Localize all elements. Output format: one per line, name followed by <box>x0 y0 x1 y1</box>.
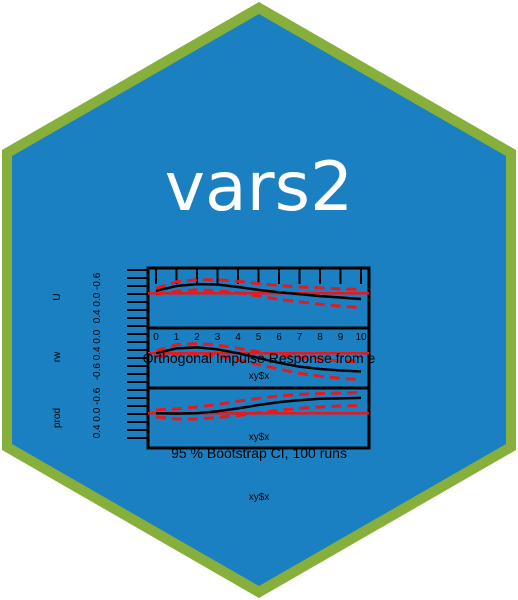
ci-lower-line <box>155 404 362 421</box>
irf-line <box>155 396 362 415</box>
x-tick-label: 7 <box>297 332 303 343</box>
ci-upper-line <box>155 342 362 364</box>
xlabel-bottom: xy$x <box>249 492 270 503</box>
x-tick-label: 5 <box>256 332 262 343</box>
irf-line <box>155 346 362 373</box>
ylabel-rw: rw <box>52 351 63 362</box>
x-tick-label: 3 <box>215 332 221 343</box>
ytick-label-prod: 0.4 0.0 -0.6 <box>92 387 103 438</box>
xlabel-panel-2: xy$x <box>249 432 270 443</box>
x-tick-label: 1 <box>174 332 180 343</box>
ytick-label-u: 0.4 0.0 -0.6 <box>92 272 103 323</box>
x-tick-label: 0 <box>153 332 159 343</box>
x-tick-label: 8 <box>317 332 323 343</box>
ci-upper-line <box>155 278 362 291</box>
x-tick-label: 10 <box>355 332 367 343</box>
plot-subtitle: 95 % Bootstrap CI, 100 runs <box>171 445 347 461</box>
ci-lower-line <box>155 288 362 310</box>
plot-panels <box>146 266 371 450</box>
x-tick-label: 2 <box>194 332 200 343</box>
ylabel-prod: prod <box>52 408 63 428</box>
hexagon-background <box>12 14 506 586</box>
ylabel-u: U <box>52 293 63 300</box>
y-tick-marks <box>127 269 148 439</box>
impulse-response-plot: 0 1 2 3 4 5 6 7 8 9 10 U rw prod 0.4 0.0 -0.6 -0.6… <box>52 266 376 503</box>
ci-lower-line <box>155 352 362 382</box>
plot-main-title: Orthogonal Impulse Response from e <box>143 350 376 366</box>
ci-upper-line <box>155 391 362 412</box>
xlabel-panel-1: xy$x <box>249 371 270 382</box>
x-tick-label: 9 <box>338 332 344 343</box>
x-tick-label: 6 <box>276 332 282 343</box>
ytick-label-rw: -0.6 0.4 0.0 <box>92 329 103 380</box>
x-tick-label: 4 <box>235 332 241 343</box>
panel-frame <box>146 386 371 450</box>
x-tick-labels: 0 1 2 3 4 5 6 7 8 9 10 <box>153 332 367 343</box>
irf-line <box>155 282 362 301</box>
logo-title: vars2 <box>165 148 354 227</box>
